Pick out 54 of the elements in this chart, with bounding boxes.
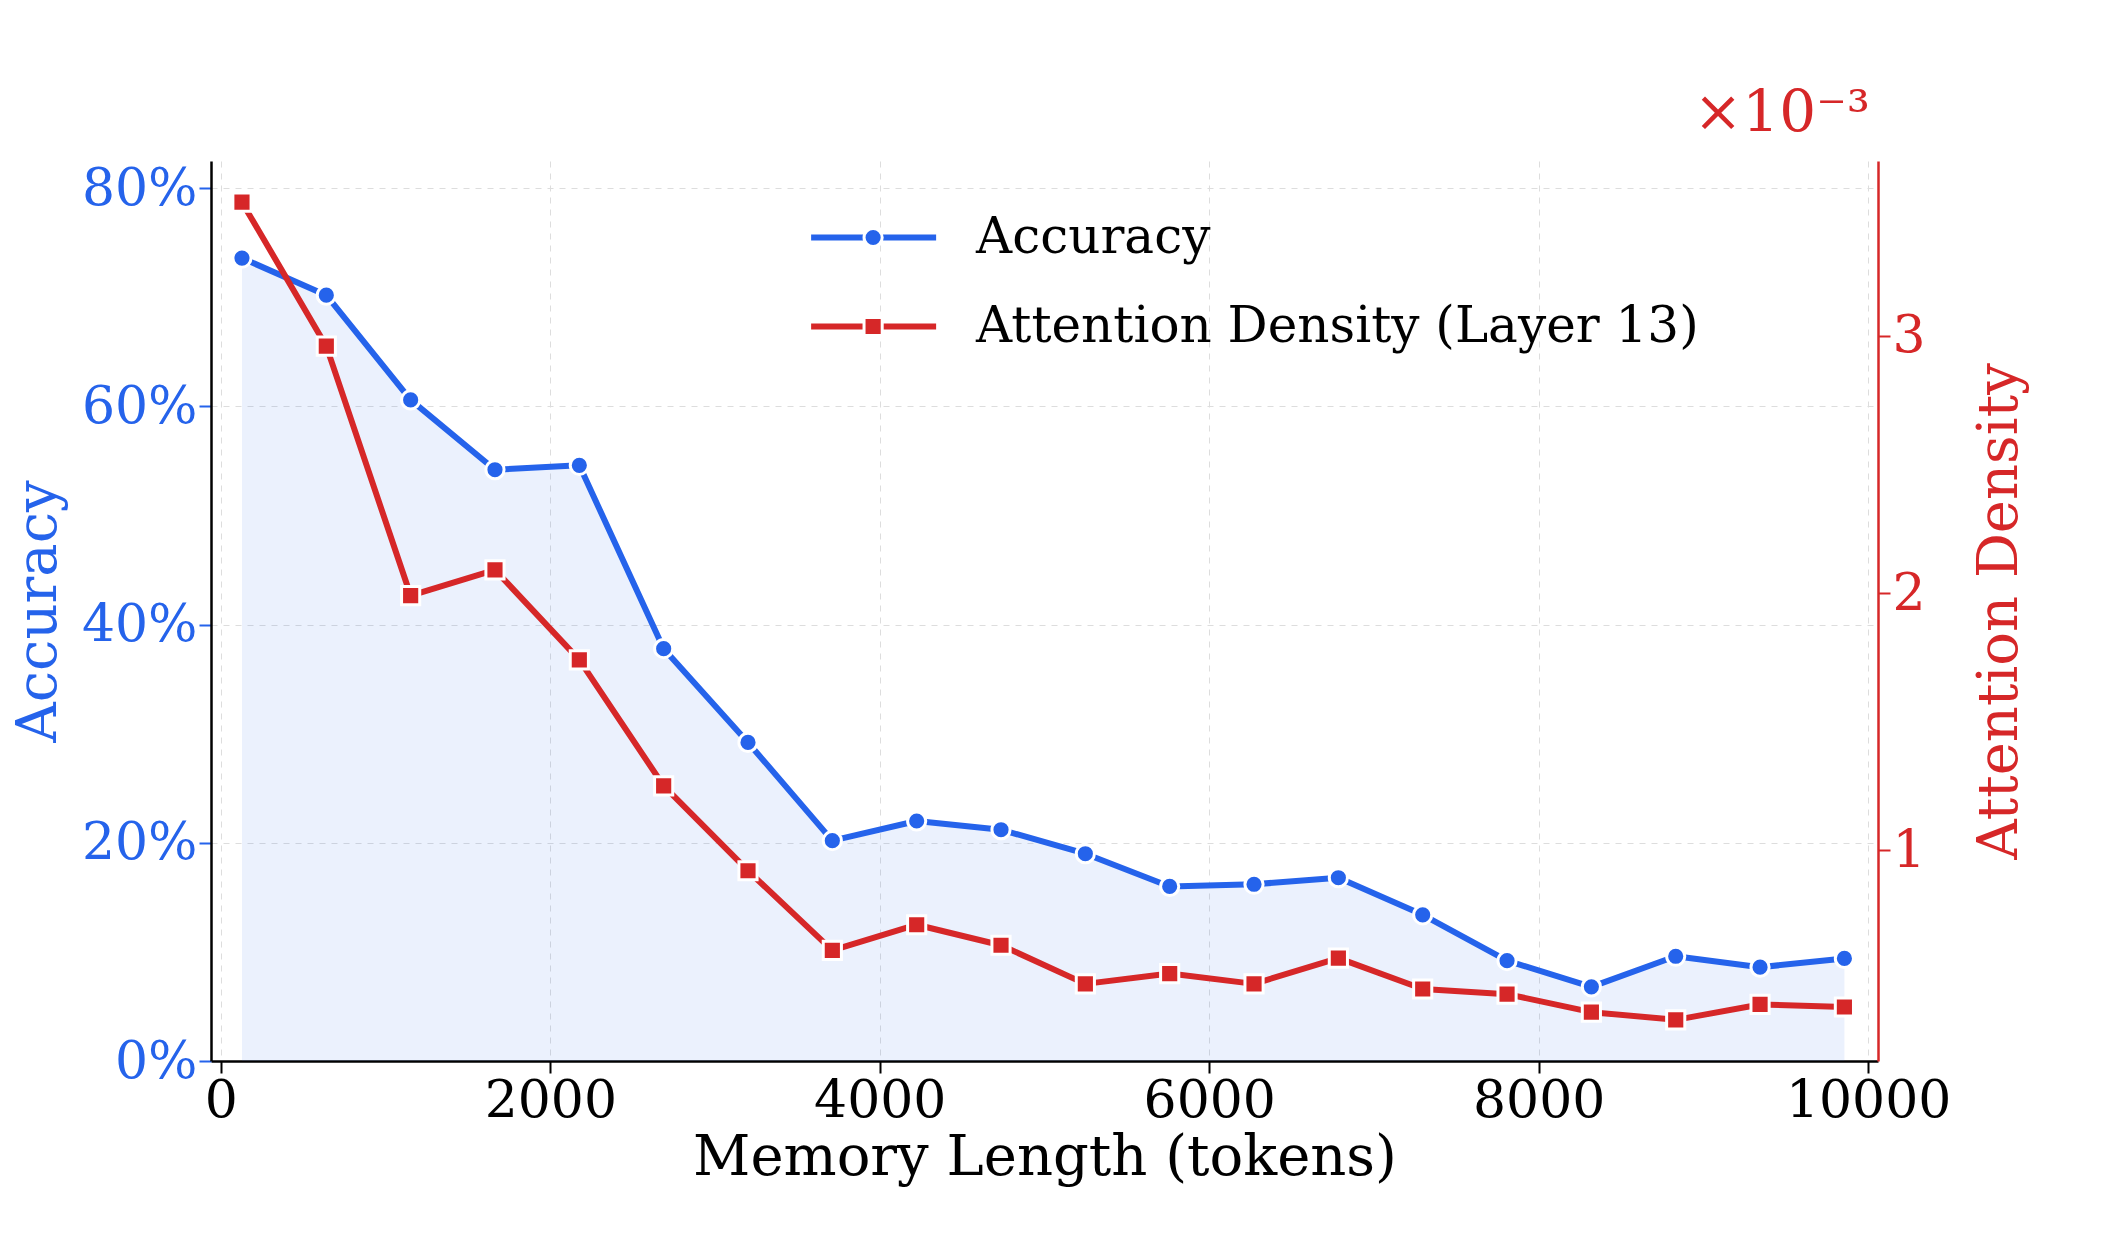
x-tick-label: 2000 [484,1068,617,1129]
point [653,775,675,797]
y2-tick-label: 2 [1892,561,1926,622]
y-tick-label: 20% [81,811,198,872]
point [315,284,337,306]
point [653,638,675,660]
point [990,819,1012,841]
x-tick-label: 8000 [1473,1068,1606,1129]
point [1833,996,1855,1018]
point [1749,993,1771,1016]
point [1749,956,1771,978]
point [906,914,928,936]
point [1243,973,1265,995]
legend-label: Accuracy [975,206,1212,265]
point [400,389,422,411]
point [1412,978,1434,1000]
point [1412,904,1434,926]
point [568,649,590,671]
y2-tick-label: 1 [1892,818,1926,879]
point [315,335,337,357]
y-tick-label: 40% [81,593,198,654]
point [1327,947,1349,969]
y2-axis-title: Attention Density [1964,362,2030,861]
y-tick-label: 80% [81,156,198,217]
point [568,454,590,476]
y2-tick-label: 3 [1892,304,1926,365]
point [1074,973,1096,995]
point [1580,1001,1602,1023]
y-tick-label: 0% [115,1029,198,1090]
point [1327,867,1349,889]
point [1159,962,1181,985]
x-tick-label: 0 [204,1068,238,1129]
point [231,247,253,269]
point [1496,950,1518,972]
point [821,830,843,852]
y-tick-label: 60% [81,374,198,435]
point [1665,1009,1687,1031]
x-tick-label: 10000 [1785,1068,1952,1129]
point [1665,945,1687,967]
point [1833,947,1855,970]
point [821,939,843,962]
point [231,191,253,213]
legend-label: Attention Density (Layer 13) [975,295,1699,354]
point [737,860,759,882]
point [1496,983,1518,1005]
point [1074,843,1096,865]
point [400,584,422,607]
point [906,810,928,832]
text: ×10⁻³ [1693,77,1870,145]
point [484,559,506,581]
point [1580,976,1602,998]
point [737,731,759,754]
y-axis-title: Accuracy [3,479,69,744]
point [990,934,1012,956]
